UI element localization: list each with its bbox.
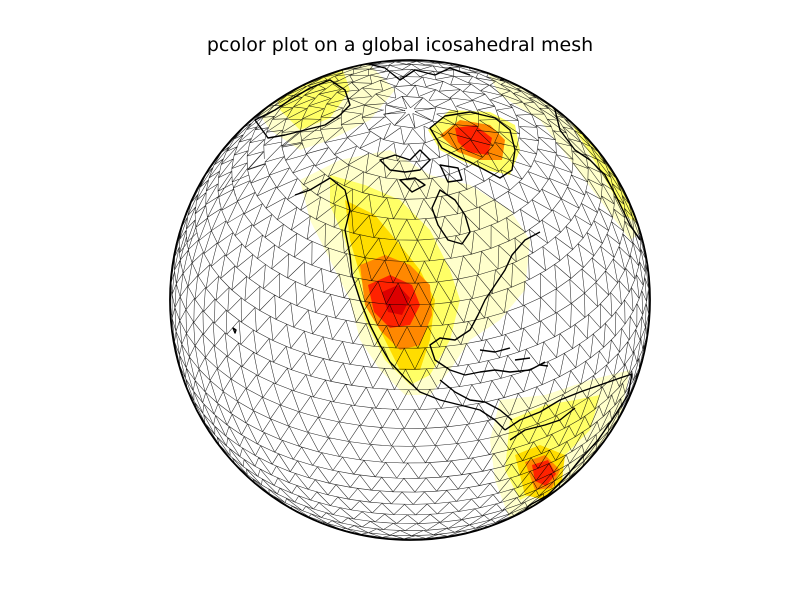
coast-greenland (429, 111, 516, 179)
coast-north-america-west (294, 177, 506, 431)
field-north-america-dark (382, 285, 410, 315)
coast-arctic-islands (379, 149, 463, 193)
field-europe-pale (480, 60, 645, 240)
coast-central-america (439, 379, 513, 421)
coast-island-pacific (232, 327, 237, 334)
coast-south-america-interior (509, 407, 576, 441)
coast-north-siberia (359, 61, 471, 81)
field-greenland-red (455, 125, 492, 155)
globe-limb (169, 59, 651, 541)
coast-north-america-east (429, 231, 546, 376)
coast-hudson-bay (431, 189, 471, 245)
coastlines (232, 61, 641, 521)
coast-south-america (504, 373, 633, 521)
plot-title: pcolor plot on a global icosahedral mesh (206, 34, 594, 56)
coast-caribbean (479, 347, 549, 367)
coast-alaska-siberia (254, 79, 351, 139)
